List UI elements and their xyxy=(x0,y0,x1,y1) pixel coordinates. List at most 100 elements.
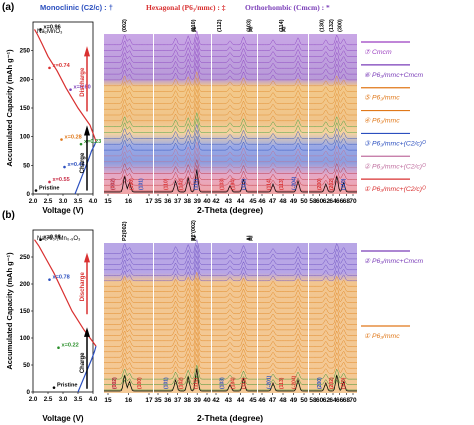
xrd-trace xyxy=(309,303,357,314)
xrd-trace xyxy=(258,113,308,122)
xrd-trace xyxy=(104,157,153,168)
xrd-tick-label: 50 xyxy=(300,198,308,205)
xrd-tick-label: 38 xyxy=(184,198,192,205)
annotation-label: x=0.78 xyxy=(53,275,70,281)
annotation-label: x=0.28 xyxy=(65,135,82,141)
xrd-trace xyxy=(309,75,357,87)
peak-label-top: (112) xyxy=(217,19,223,32)
annotation-label: x=0.46 xyxy=(68,162,85,168)
xrd-trace xyxy=(258,305,308,314)
y-tick-label: 0 xyxy=(27,389,31,396)
panel-a-xrd-plot: 15 16 17 35 36 37 38 39 40 42 43 44 45 46 47 48 49 50 58 60… xyxy=(104,19,426,205)
xrd-tick-label: 46 xyxy=(258,198,266,205)
xrd-trace xyxy=(212,47,257,57)
xrd-trace xyxy=(309,264,357,276)
xrd-trace xyxy=(309,357,357,369)
xrd-trace xyxy=(154,331,211,347)
peak-label-bottom: (100) xyxy=(129,178,135,190)
xrd-trace xyxy=(258,262,308,271)
peak-label-bottom: (102) xyxy=(179,178,185,190)
xrd-trace xyxy=(212,272,257,282)
charge-arrowhead xyxy=(84,327,90,337)
xrd-tick-label: 36 xyxy=(164,198,172,205)
xrd-trace xyxy=(154,320,211,336)
xrd-tick-label: 49 xyxy=(290,397,298,404)
xrd-trace xyxy=(258,333,308,342)
xrd-tick-label: 64 xyxy=(329,397,337,404)
xrd-trace xyxy=(104,253,153,265)
annotation-point xyxy=(79,142,83,146)
xrd-a-window-1 xyxy=(104,34,153,194)
xrd-trace xyxy=(258,72,308,81)
voltage-b-ylabel: Accumulated Capacity (mAh g⁻¹) xyxy=(5,252,14,370)
y-tick-label: 50 xyxy=(23,162,30,169)
legend-monoclinic: Monoclinic (C2/c) : † xyxy=(40,3,113,12)
xrd-trace xyxy=(212,141,257,151)
xrd-b-window-4 xyxy=(258,243,308,393)
peak-label-top: P2(002) xyxy=(122,221,128,241)
series-line-charge xyxy=(77,345,97,393)
xrd-trace xyxy=(212,182,257,192)
annotation-label: x=0.96 xyxy=(44,24,61,30)
y-tick-label: 200 xyxy=(20,281,31,288)
xrd-tick-label: 70 xyxy=(349,198,357,205)
legend-label: ① P6₃/mmc+(C2/c)ᴼ xyxy=(364,185,426,193)
xrd-trace xyxy=(212,294,257,303)
xrd-trace xyxy=(154,271,211,287)
peak-label-bottom: (113) xyxy=(279,377,285,389)
peak-label-bottom: (101) xyxy=(138,178,144,190)
xrd-trace xyxy=(309,168,357,180)
annotation-label: x=0.22 xyxy=(62,343,79,349)
xrd-trace xyxy=(154,358,211,374)
xrd-tick-label: 42 xyxy=(212,397,220,404)
peak-label-bottom: (-201) xyxy=(266,375,272,389)
panel-b-voltage-plot: 2.0 2.5 3.0 3.5 4.0 0 50 100 150 200 250 x=0.98 x=0.… xyxy=(20,229,98,403)
annotation-point xyxy=(48,180,51,184)
charge-label: Charge xyxy=(80,352,86,373)
peak-label-top: Al xyxy=(246,235,252,241)
peak-label-bottom: (114) xyxy=(266,178,272,190)
xrd-trace xyxy=(154,170,211,186)
xrd-trace xyxy=(212,321,257,331)
xrd-trace xyxy=(212,370,257,380)
xrd-trace xyxy=(258,95,308,104)
xrd-pristine-trace xyxy=(258,378,308,392)
xrd-trace xyxy=(104,151,153,163)
xrd-trace xyxy=(258,251,308,260)
xrd-trace xyxy=(309,286,357,298)
xrd-trace xyxy=(212,53,257,63)
xrd-tick-label: 43 xyxy=(225,397,233,404)
xrd-trace xyxy=(309,379,357,391)
peak-label-bottom: (113) xyxy=(279,178,285,190)
xrd-trace xyxy=(154,375,211,391)
peak-label-bottom: (202) xyxy=(329,377,335,389)
xrd-trace xyxy=(104,75,153,87)
xrd-trace xyxy=(258,311,308,320)
xrd-trace xyxy=(309,314,357,325)
y-tick-label: 250 xyxy=(20,254,31,261)
xrd-tick-label: 39 xyxy=(194,198,202,205)
voltage-a-ylabel: Accumulated Capacity (mAh g⁻¹) xyxy=(5,49,14,167)
xrd-trace xyxy=(104,57,153,69)
xrd-trace xyxy=(154,53,211,69)
xrd-trace xyxy=(104,324,153,336)
xrd-trace xyxy=(309,34,357,46)
xrd-tick-label: 15 xyxy=(104,397,112,404)
xrd-trace xyxy=(309,180,357,192)
panel-a-label: (a) xyxy=(2,2,14,13)
peak-label-bottom: (-204) xyxy=(292,176,298,190)
xrd-trace xyxy=(258,54,308,63)
annotation-label: x=0.98 xyxy=(44,235,61,241)
xrd-trace xyxy=(154,309,211,325)
xrd-trace xyxy=(309,292,357,303)
xrd-trace xyxy=(309,270,357,282)
xrd-trace xyxy=(154,369,211,385)
y-tick-label: 150 xyxy=(20,105,31,112)
xrd-trace xyxy=(212,106,257,116)
xrd-trace xyxy=(258,142,308,151)
xrd-tick-label: 60 xyxy=(316,397,324,404)
xrd-b-window-2 xyxy=(154,243,211,393)
xrd-trace xyxy=(104,180,153,192)
xrd-trace xyxy=(258,60,308,69)
xrd-trace xyxy=(154,64,211,81)
